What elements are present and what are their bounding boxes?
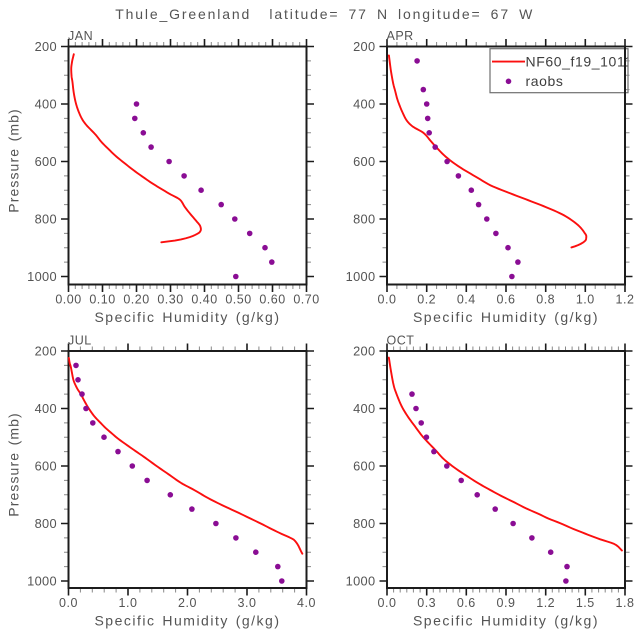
svg-text:0.3: 0.3: [417, 596, 436, 610]
svg-text:200: 200: [353, 39, 375, 54]
svg-text:200: 200: [35, 39, 57, 54]
svg-text:400: 400: [353, 96, 375, 111]
svg-text:0.50: 0.50: [225, 293, 251, 307]
svg-text:400: 400: [35, 96, 57, 111]
svg-text:800: 800: [35, 211, 57, 226]
svg-text:0.0: 0.0: [59, 596, 78, 610]
svg-text:600: 600: [353, 154, 375, 169]
svg-text:Pressure (mb): Pressure (mb): [6, 412, 22, 516]
svg-text:4.0: 4.0: [297, 596, 316, 610]
svg-text:600: 600: [35, 154, 57, 169]
svg-text:1.0: 1.0: [119, 596, 138, 610]
svg-text:Specific Humidity (g/kg): Specific Humidity (g/kg): [94, 309, 280, 325]
svg-text:0.00: 0.00: [55, 293, 81, 307]
svg-text:1.0: 1.0: [576, 293, 595, 307]
svg-text:0.60: 0.60: [259, 293, 285, 307]
svg-text:400: 400: [353, 401, 375, 416]
svg-text:1000: 1000: [346, 269, 376, 284]
svg-text:2.0: 2.0: [178, 596, 197, 610]
svg-text:0.6: 0.6: [497, 293, 516, 307]
svg-text:Pressure (mb): Pressure (mb): [6, 108, 22, 212]
svg-text:Specific Humidity (g/kg): Specific Humidity (g/kg): [413, 309, 599, 325]
svg-text:1.2: 1.2: [616, 293, 635, 307]
svg-text:200: 200: [35, 343, 57, 358]
svg-text:0.0: 0.0: [378, 293, 397, 307]
svg-text:Thule_Greenland latitude= 77: Thule_Greenland latitude= 77 N longitude…: [115, 6, 534, 22]
svg-text:600: 600: [35, 458, 57, 473]
svg-text:0.30: 0.30: [157, 293, 183, 307]
svg-text:0.10: 0.10: [89, 293, 115, 307]
svg-text:JUL: JUL: [68, 334, 92, 348]
svg-text:0.8: 0.8: [536, 293, 555, 307]
svg-text:0.0: 0.0: [378, 596, 397, 610]
svg-text:1.8: 1.8: [616, 596, 635, 610]
svg-text:800: 800: [353, 516, 375, 531]
svg-text:1000: 1000: [27, 573, 57, 588]
svg-text:Specific Humidity (g/kg): Specific Humidity (g/kg): [413, 613, 599, 629]
svg-text:raobs: raobs: [526, 73, 564, 89]
svg-text:Specific Humidity (g/kg): Specific Humidity (g/kg): [94, 613, 280, 629]
svg-text:1000: 1000: [27, 269, 57, 284]
svg-text:0.40: 0.40: [191, 293, 217, 307]
svg-text:600: 600: [353, 458, 375, 473]
svg-text:0.70: 0.70: [293, 293, 319, 307]
svg-text:1000: 1000: [346, 573, 376, 588]
svg-text:JAN: JAN: [68, 29, 93, 43]
svg-text:OCT: OCT: [387, 334, 415, 348]
svg-text:800: 800: [353, 211, 375, 226]
svg-text:1.5: 1.5: [576, 596, 595, 610]
svg-text:800: 800: [35, 516, 57, 531]
svg-text:400: 400: [35, 401, 57, 416]
svg-text:APR: APR: [387, 29, 414, 43]
svg-text:NF60_f19_1011: NF60_f19_1011: [526, 53, 633, 69]
svg-text:0.4: 0.4: [457, 293, 476, 307]
svg-text:0.6: 0.6: [457, 596, 476, 610]
svg-text:3.0: 3.0: [238, 596, 257, 610]
svg-text:200: 200: [353, 343, 375, 358]
svg-text:0.2: 0.2: [417, 293, 436, 307]
svg-text:0.20: 0.20: [123, 293, 149, 307]
svg-text:1.2: 1.2: [536, 596, 555, 610]
svg-text:0.9: 0.9: [497, 596, 516, 610]
